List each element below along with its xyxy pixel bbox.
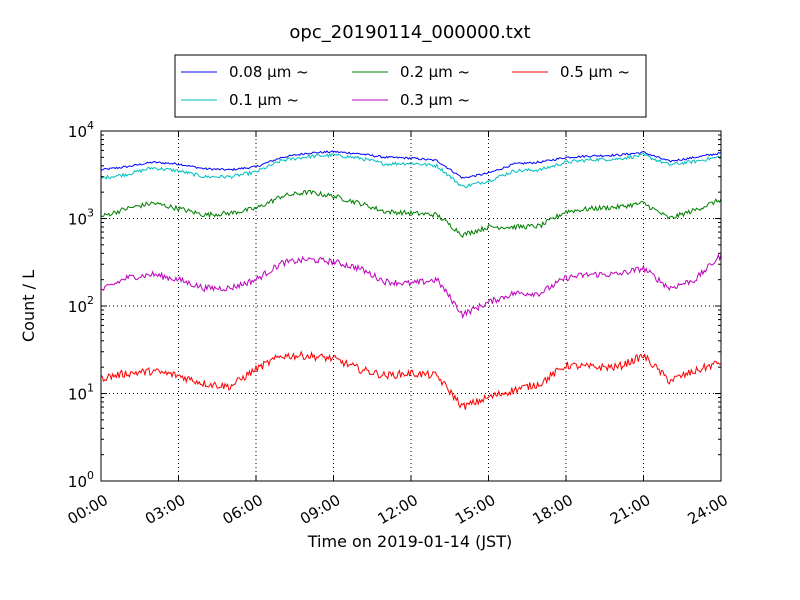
y-axis-label: Count / L (19, 270, 38, 342)
x-tick-label: 09:00 (297, 491, 343, 528)
series-lines (100, 150, 722, 410)
series-line (100, 253, 722, 320)
grid (101, 131, 721, 481)
legend-label: 0.3 μm ~ (400, 91, 470, 109)
y-tick-label: 100 (68, 469, 94, 491)
series-line (100, 150, 722, 179)
x-axis-label: Time on 2019-01-14 (JST) (307, 532, 512, 551)
legend-label: 0.5 μm ~ (560, 63, 630, 81)
series-line (100, 152, 722, 188)
chart-title: opc_20190114_000000.txt (289, 22, 530, 43)
y-tick-label: 102 (68, 294, 94, 316)
series-line (100, 350, 722, 410)
axis-ticks: 00:00 03:00 06:00 09:00 12:00 15:00 18:00 21:00… (65, 119, 731, 528)
y-tick-label: 104 (68, 119, 94, 141)
x-tick-label: 15:00 (452, 491, 498, 528)
legend: 0.08 μm ~ 0.1 μm ~ 0.2 μm ~ 0.3 μm ~ 0.5 μm … (174, 54, 647, 118)
x-tick-label: 12:00 (375, 491, 421, 528)
x-tick-label: 21:00 (607, 491, 653, 528)
x-tick-label: 03:00 (142, 491, 188, 528)
legend-label: 0.1 μm ~ (229, 91, 299, 109)
y-tick-label: 103 (68, 207, 94, 229)
x-tick-label: 24:00 (685, 491, 731, 528)
series-line (100, 189, 722, 238)
legend-label: 0.2 μm ~ (400, 63, 470, 81)
x-tick-label: 06:00 (220, 491, 266, 528)
legend-label: 0.08 μm ~ (229, 63, 309, 81)
y-tick-label: 101 (68, 382, 94, 404)
x-tick-label: 18:00 (530, 491, 576, 528)
x-tick-label: 00:00 (65, 491, 111, 528)
legend-box (174, 54, 647, 118)
